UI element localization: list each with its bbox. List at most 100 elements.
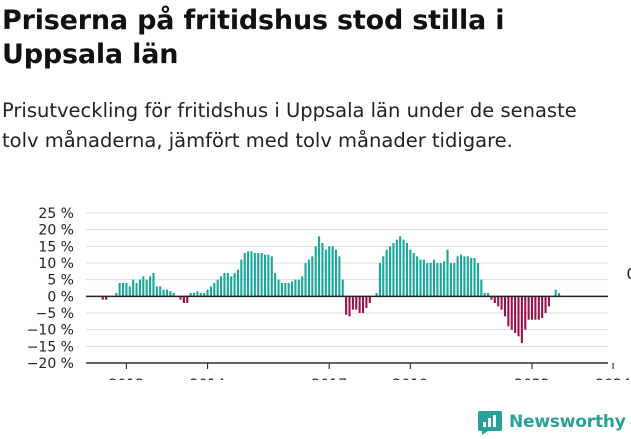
bar bbox=[341, 279, 344, 297]
bar bbox=[280, 283, 283, 297]
bar bbox=[399, 236, 402, 297]
bar bbox=[470, 258, 473, 297]
x-tick-label: 2024 bbox=[595, 377, 631, 380]
bar bbox=[216, 279, 219, 297]
bar bbox=[449, 263, 452, 297]
bar bbox=[358, 296, 361, 313]
bar bbox=[514, 296, 517, 333]
bar bbox=[206, 289, 209, 297]
bar bbox=[547, 296, 550, 307]
bar bbox=[331, 246, 334, 297]
bar bbox=[304, 263, 307, 297]
bar bbox=[483, 293, 486, 297]
bar bbox=[419, 259, 422, 297]
bar bbox=[453, 263, 456, 297]
x-tick-label: 2014 bbox=[190, 377, 226, 380]
bar bbox=[389, 246, 392, 297]
bar bbox=[128, 286, 131, 297]
bar bbox=[186, 296, 189, 303]
bar bbox=[385, 249, 388, 297]
bar bbox=[267, 254, 270, 297]
bar bbox=[382, 256, 385, 297]
bar bbox=[138, 279, 141, 297]
bar-chart: −20 %−15 %−10 %−5 %0 %5 %10 %15 %20 %25 … bbox=[27, 206, 631, 380]
bar bbox=[220, 276, 223, 297]
bar bbox=[159, 286, 162, 297]
bar bbox=[223, 273, 226, 297]
y-tick-label: 20 % bbox=[38, 223, 74, 239]
bar bbox=[365, 296, 368, 308]
grid-lines bbox=[86, 212, 608, 364]
y-tick-label: 5 % bbox=[47, 273, 74, 289]
brand-name: Newsworthy bbox=[509, 412, 626, 432]
bar bbox=[355, 296, 358, 310]
bar bbox=[524, 296, 527, 330]
bar bbox=[321, 243, 324, 297]
bar bbox=[459, 254, 463, 297]
bar bbox=[263, 254, 267, 297]
bar bbox=[189, 293, 192, 297]
bar bbox=[152, 273, 155, 297]
bar bbox=[334, 249, 338, 297]
bar bbox=[324, 249, 327, 297]
bar bbox=[253, 253, 256, 297]
bar bbox=[487, 293, 490, 297]
newsworthy-logo: Newsworthy bbox=[477, 408, 626, 436]
bar bbox=[230, 276, 233, 297]
bar bbox=[142, 276, 145, 297]
bar bbox=[409, 249, 412, 297]
y-tick-label: −15 % bbox=[27, 339, 74, 355]
bar bbox=[466, 256, 469, 297]
bar bbox=[297, 279, 300, 297]
bar bbox=[179, 296, 182, 300]
bar bbox=[537, 296, 540, 320]
bar bbox=[203, 293, 206, 297]
bar bbox=[314, 246, 317, 297]
bar bbox=[368, 296, 371, 303]
bar bbox=[348, 296, 351, 317]
bar bbox=[125, 283, 128, 297]
bar bbox=[243, 253, 246, 297]
bar bbox=[247, 251, 250, 297]
bar bbox=[135, 283, 138, 297]
bar bbox=[490, 296, 493, 300]
x-tick-label: 2022 bbox=[514, 377, 550, 380]
bar bbox=[284, 283, 287, 297]
bar bbox=[233, 273, 236, 297]
bar bbox=[145, 279, 148, 297]
bars bbox=[101, 236, 561, 343]
bar bbox=[155, 286, 158, 297]
chart-subtitle: Prisutveckling för fritidshus i Uppsala … bbox=[2, 99, 577, 152]
bar bbox=[517, 296, 520, 337]
bar bbox=[544, 296, 547, 313]
bar bbox=[493, 296, 496, 303]
y-tick-label: −10 % bbox=[27, 323, 74, 339]
bar bbox=[165, 289, 169, 297]
chart-title: Priserna på fritidshus stod stilla i Upp… bbox=[2, 5, 505, 70]
bar bbox=[115, 293, 118, 297]
bar bbox=[318, 236, 321, 297]
bar bbox=[541, 296, 544, 318]
latest-value-annotation: 0 % bbox=[627, 265, 631, 283]
bar bbox=[294, 279, 297, 297]
bar bbox=[432, 259, 436, 297]
bar bbox=[162, 289, 165, 297]
bar bbox=[118, 283, 121, 297]
bar bbox=[351, 296, 354, 310]
bar bbox=[169, 291, 172, 297]
bar bbox=[429, 263, 432, 297]
bar bbox=[250, 251, 253, 297]
bar bbox=[405, 243, 409, 297]
bar bbox=[182, 296, 185, 303]
bar bbox=[105, 296, 108, 300]
bar bbox=[527, 296, 530, 320]
y-tick-label: −20 % bbox=[27, 356, 74, 372]
bar bbox=[500, 296, 503, 310]
x-tick-label: 2017 bbox=[311, 377, 347, 380]
bar bbox=[311, 256, 314, 297]
bar bbox=[456, 256, 459, 297]
bar bbox=[236, 269, 240, 297]
bar bbox=[121, 283, 125, 297]
bar bbox=[213, 283, 216, 297]
bar bbox=[274, 273, 277, 297]
